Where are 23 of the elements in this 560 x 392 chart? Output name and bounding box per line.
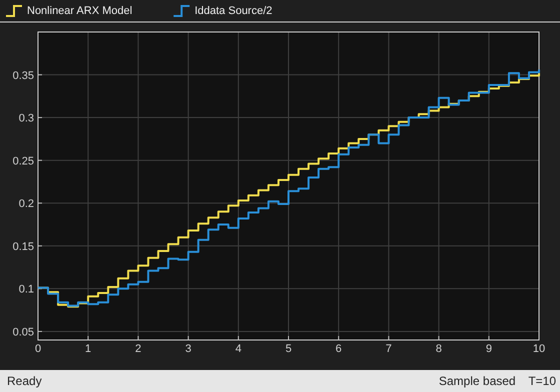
text: Ready xyxy=(7,374,42,388)
legend-label: Iddata Source/2 xyxy=(194,5,272,17)
legend-label: Nonlinear ARX Model xyxy=(27,5,132,17)
y-tick-label: 0.1 xyxy=(18,284,34,296)
x-tick-label: 8 xyxy=(436,343,442,355)
x-tick-label: 0 xyxy=(34,343,42,355)
x-tick-label: 10 xyxy=(532,343,546,355)
x-tick-label: 9 xyxy=(486,343,492,355)
x-tick-label: 5 xyxy=(285,343,292,355)
x-tick-label: 6 xyxy=(336,343,342,355)
text: T=10 xyxy=(528,374,556,388)
y-tick-label: 0.35 xyxy=(12,70,34,82)
x-tick-label: 1 xyxy=(85,343,92,355)
y-tick-label: 0.15 xyxy=(12,240,34,253)
text: Sample based xyxy=(438,374,516,388)
x-tick-label: 2 xyxy=(135,343,142,355)
x-tick-label: 4 xyxy=(235,343,242,355)
x-tick-label: 3 xyxy=(185,343,192,355)
y-tick-label: 0.05 xyxy=(12,326,34,338)
y-tick-label: 0.3 xyxy=(18,112,34,125)
y-tick-label: 0.2 xyxy=(18,198,34,210)
x-tick-label: 7 xyxy=(386,343,392,355)
y-tick-label: 0.25 xyxy=(12,155,34,168)
